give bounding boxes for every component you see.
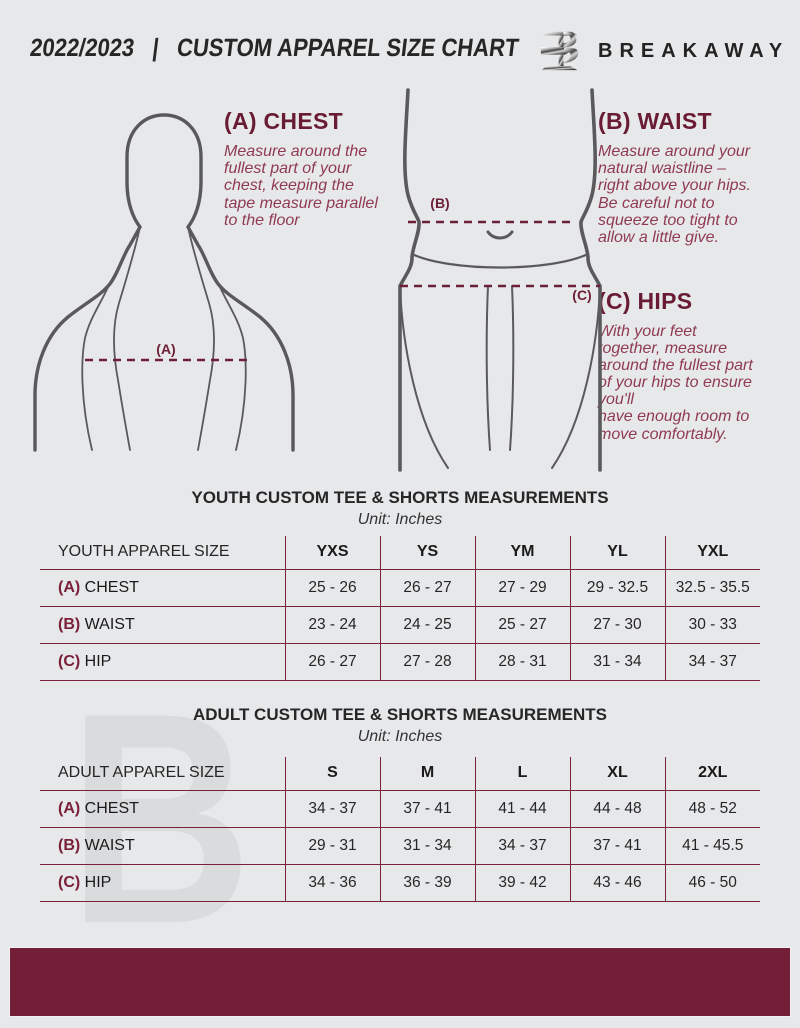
svg-text:(C): (C) [572, 287, 591, 303]
svg-text:(B): (B) [430, 195, 449, 211]
